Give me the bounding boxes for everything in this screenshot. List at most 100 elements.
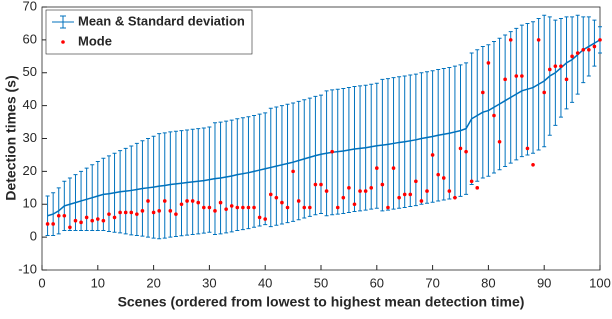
mode-point: [447, 189, 452, 193]
mode-point: [129, 210, 134, 215]
mode-point: [536, 38, 541, 42]
mode-point: [587, 47, 591, 52]
mode-point: [469, 179, 474, 184]
mode-point: [308, 205, 312, 210]
mode-point: [96, 217, 100, 221]
mode-point: [224, 207, 228, 211]
mode-point: [419, 199, 424, 203]
mode-point: [157, 209, 161, 213]
x-tick-label: 30: [202, 275, 216, 290]
mode-point: [481, 90, 485, 95]
y-tick-label: 20: [23, 163, 37, 178]
mode-point: [369, 186, 374, 190]
x-tick-label: 60: [370, 275, 384, 290]
mode-point: [397, 195, 401, 200]
mode-point: [274, 195, 279, 200]
mode-point: [380, 182, 385, 187]
x-tick-label: 90: [537, 275, 551, 290]
mode-point: [503, 77, 507, 82]
mode-point: [140, 209, 145, 213]
mode-point: [168, 209, 173, 213]
x-axis-label: Scenes (ordered from lowest to highest m…: [118, 294, 525, 310]
mode-point: [531, 163, 535, 167]
mode-point: [263, 217, 268, 221]
mode-point: [592, 44, 597, 49]
mode-point: [179, 202, 184, 207]
mode-point: [285, 205, 290, 210]
y-tick-label: 60: [23, 31, 37, 46]
mode-point: [324, 189, 329, 193]
legend-mode-icon: [61, 40, 65, 44]
mode-point: [79, 220, 83, 225]
mode-point: [408, 192, 413, 197]
mode-point: [107, 212, 111, 216]
mode-point: [202, 205, 206, 210]
mode-point: [257, 215, 262, 220]
mode-point: [151, 210, 156, 215]
mode-point: [508, 38, 513, 42]
mode-point: [62, 213, 67, 218]
x-tick-label: 40: [258, 275, 272, 290]
mode-point: [68, 225, 72, 230]
x-tick-label: 70: [425, 275, 439, 290]
mode-point: [497, 139, 502, 144]
mode-point: [464, 149, 468, 154]
mode-point: [570, 54, 574, 59]
mode-point: [335, 205, 340, 210]
mode-point: [51, 222, 55, 226]
mode-point: [430, 153, 435, 157]
mode-point: [207, 205, 212, 210]
mode-point: [564, 77, 569, 82]
mode-point: [375, 166, 379, 170]
mode-point: [213, 209, 217, 213]
x-tick-label: 0: [38, 275, 45, 290]
mode-point: [575, 51, 580, 55]
y-tick-label: 40: [23, 97, 37, 112]
mode-point: [123, 210, 128, 215]
mode-point: [101, 218, 106, 223]
mode-point: [547, 67, 552, 72]
mode-point: [296, 199, 301, 203]
mode-point: [414, 179, 418, 184]
mode-point: [559, 64, 563, 68]
mode-point: [229, 204, 234, 208]
mode-point: [45, 222, 50, 226]
legend-box: [45, 9, 253, 55]
mode-point: [235, 205, 240, 210]
mode-point: [313, 182, 318, 187]
mode-point: [436, 172, 440, 177]
legend-errorbar-icon: [52, 15, 74, 29]
mode-point: [525, 146, 530, 151]
x-tick-label: 20: [146, 275, 160, 290]
x-tick-label: 100: [589, 275, 611, 290]
mode-point: [553, 64, 558, 68]
x-tick-label: 10: [91, 275, 105, 290]
mode-point: [302, 205, 307, 210]
mode-point: [352, 202, 357, 207]
mode-point: [252, 205, 256, 210]
mode-point: [514, 74, 519, 78]
mode-point: [598, 38, 602, 42]
mode-point: [218, 200, 223, 205]
mode-point: [363, 189, 368, 193]
y-tick-label: 50: [23, 64, 37, 79]
x-tick-label: 80: [481, 275, 495, 290]
mode-point: [162, 199, 167, 203]
mode-point: [146, 199, 150, 203]
mode-point: [84, 215, 89, 220]
mode-point: [542, 90, 546, 95]
mode-point: [458, 146, 463, 151]
y-tick-label: 70: [23, 0, 37, 13]
mode-point: [56, 213, 61, 218]
mode-point: [246, 205, 251, 210]
legend-label: Mean & Standard deviation: [78, 13, 245, 28]
mode-point: [268, 192, 273, 197]
mode-point: [386, 205, 390, 210]
mode-point: [358, 189, 362, 193]
mode-point: [425, 189, 429, 193]
mode-point: [190, 199, 195, 203]
mode-point: [319, 182, 323, 187]
mode-point: [185, 199, 189, 203]
mode-point: [241, 205, 245, 210]
